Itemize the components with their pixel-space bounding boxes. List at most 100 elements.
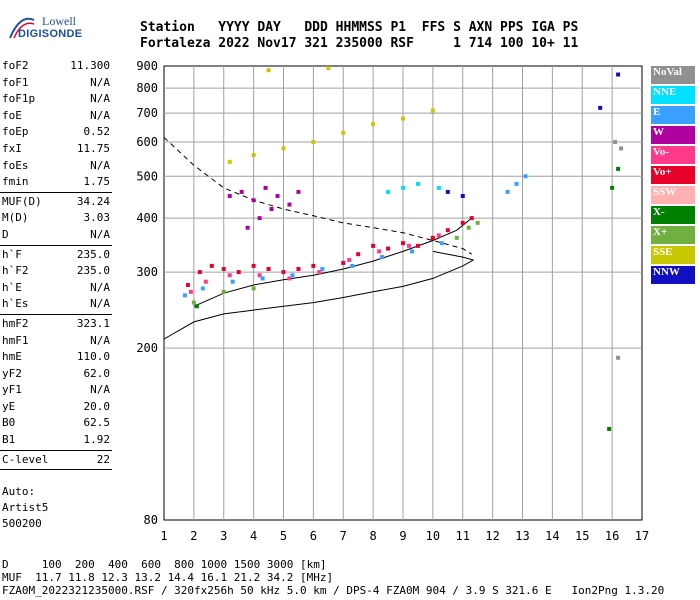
- param-value: N/A: [90, 297, 110, 311]
- param-row: foF1 N/A: [0, 75, 112, 92]
- param-name: hmE: [2, 350, 22, 364]
- echo-point: [616, 72, 621, 77]
- echo-point: [200, 286, 205, 291]
- legend-item: NoVal: [651, 66, 695, 84]
- param-row: yF1 N/A: [0, 382, 112, 399]
- param-value: N/A: [90, 333, 110, 347]
- param-name: yF2: [2, 366, 22, 380]
- echo-point: [347, 257, 352, 262]
- echo-point: [221, 289, 226, 294]
- echo-point: [203, 279, 208, 284]
- param-name: B1: [2, 433, 16, 447]
- param-value: 11.300: [70, 59, 110, 72]
- echo-point: [613, 140, 618, 145]
- param-value: 62.0: [83, 366, 111, 380]
- logo-lowell: Lowell: [42, 14, 76, 28]
- echo-point: [266, 68, 271, 73]
- legend-item: E: [651, 106, 695, 124]
- param-row: foEp 0.52: [0, 124, 112, 141]
- echo-point: [371, 122, 376, 127]
- echo-point: [227, 273, 232, 278]
- param-name: h`E: [2, 280, 22, 294]
- param-name: foEp: [2, 125, 29, 139]
- x-tick-label: 8: [370, 529, 377, 543]
- param-name: C-level: [2, 452, 49, 466]
- echo-point: [401, 116, 405, 121]
- echo-point: [263, 185, 268, 190]
- param-name: M(D): [2, 211, 29, 225]
- x-tick-label: 10: [426, 529, 440, 543]
- y-tick-label: 80: [144, 513, 158, 527]
- echo-point: [251, 263, 256, 268]
- param-row: h`F2 235.0: [0, 263, 112, 280]
- footer-distance: D 100 200 400 600 800 1000 1500 3000 [km…: [2, 558, 327, 571]
- echo-point: [341, 260, 346, 265]
- x-tick-label: 2: [190, 529, 197, 543]
- param-row: foE N/A: [0, 108, 112, 125]
- echo-point: [275, 194, 280, 199]
- x-tick-label: 4: [250, 529, 257, 543]
- logo-arc-icon: [9, 17, 35, 39]
- y-tick-label: 400: [136, 211, 158, 225]
- param-row: fxI 11.75: [0, 141, 112, 158]
- param-value: 323.1: [76, 316, 110, 330]
- echo-point: [380, 255, 385, 260]
- echo-point: [619, 146, 624, 151]
- echo-point: [460, 220, 465, 225]
- echo-point: [466, 225, 471, 230]
- param-value: N/A: [90, 108, 110, 122]
- y-tick-label: 600: [136, 135, 158, 149]
- echo-point: [445, 228, 450, 233]
- param-separator: [0, 469, 112, 471]
- echo-point: [188, 289, 193, 294]
- param-row: B0 62.5: [0, 415, 112, 432]
- param-row: D N/A: [0, 227, 112, 244]
- x-tick-label: 1: [160, 529, 167, 543]
- legend-item: NNW: [651, 266, 695, 284]
- echo-point: [610, 185, 615, 190]
- param-separator: [0, 191, 112, 193]
- echo-point: [287, 276, 292, 281]
- echo-point: [266, 266, 271, 271]
- param-name: h`F: [2, 247, 22, 261]
- echo-point: [182, 293, 187, 298]
- param-row: foEs N/A: [0, 158, 112, 175]
- param-value: N/A: [90, 75, 110, 89]
- echo-point: [430, 235, 435, 240]
- param-value: N/A: [90, 280, 110, 294]
- echo-point: [356, 252, 361, 257]
- param-name: fxI: [2, 141, 22, 155]
- auto-program: Artist5: [2, 501, 49, 514]
- echo-point: [251, 152, 256, 157]
- echo-point: [251, 286, 256, 291]
- param-row: hmE 110.0: [0, 349, 112, 366]
- param-name: h`F2: [2, 264, 29, 278]
- x-tick-label: 17: [635, 529, 649, 543]
- x-tick-label: 15: [575, 529, 589, 543]
- param-row: h`Es N/A: [0, 296, 112, 313]
- echo-point: [415, 243, 420, 248]
- legend-item: SSE: [651, 246, 695, 264]
- echo-point: [401, 241, 405, 246]
- param-row: MUF(D) 34.24: [0, 194, 112, 211]
- echo-point: [227, 159, 232, 164]
- param-row: M(D) 3.03: [0, 210, 112, 227]
- echo-point: [245, 225, 250, 230]
- echo-point: [616, 166, 621, 171]
- echo-point: [454, 235, 459, 240]
- param-separator: [0, 313, 112, 315]
- echo-point: [311, 263, 316, 268]
- param-name: MUF(D): [2, 194, 42, 208]
- param-separator: [0, 244, 112, 246]
- echo-point: [469, 216, 474, 221]
- echo-point: [191, 300, 196, 305]
- profile-curve: [163, 250, 475, 340]
- x-tick-label: 9: [399, 529, 406, 543]
- logo-digisonde: DIGISONDE: [18, 28, 83, 40]
- echo-point: [377, 249, 382, 254]
- footer-file-info: FZA0M_2022321235000.RSF / 320fx256h 50 k…: [2, 584, 665, 597]
- profile-curve: [163, 137, 472, 255]
- echo-point: [281, 146, 286, 151]
- param-value: 235.0: [76, 247, 110, 261]
